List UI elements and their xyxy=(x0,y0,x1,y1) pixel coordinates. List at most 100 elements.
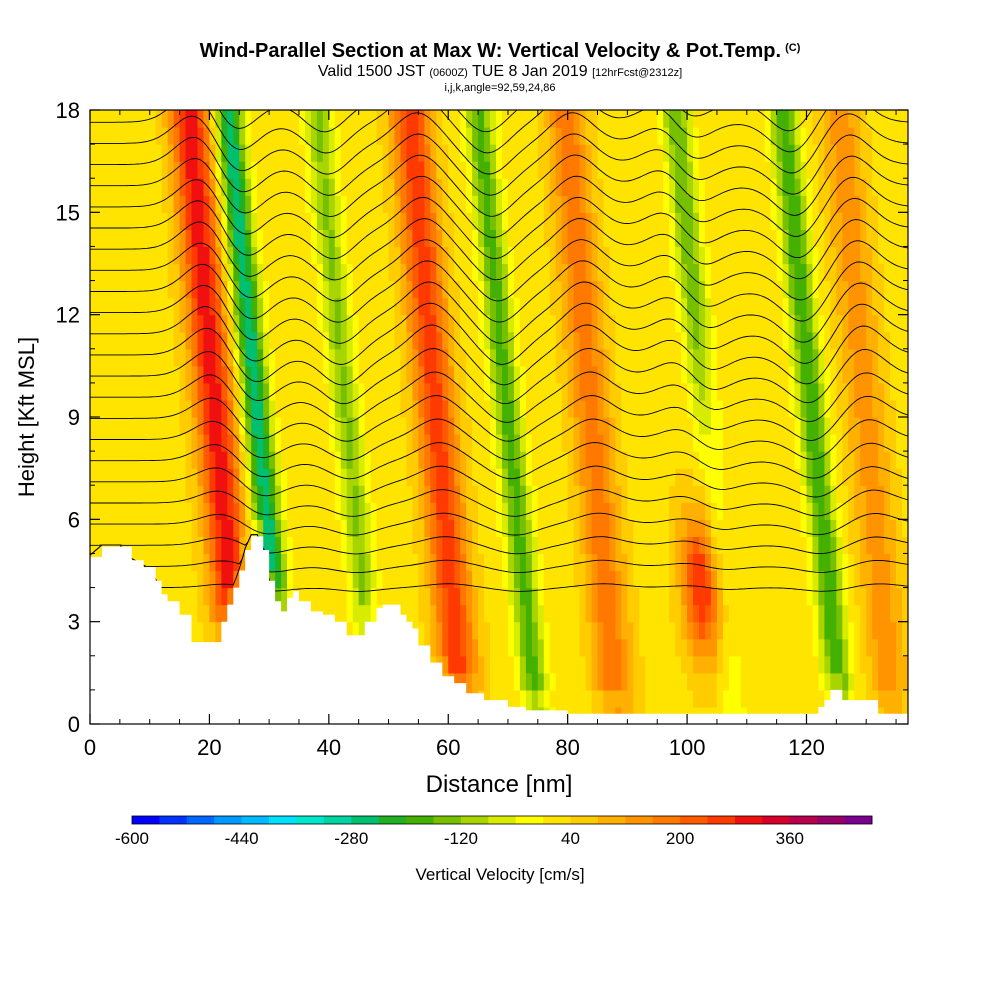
field-cell xyxy=(114,144,121,162)
field-cell xyxy=(753,622,760,640)
field-cell xyxy=(430,110,437,128)
field-cell xyxy=(305,264,312,282)
field-cell xyxy=(896,212,903,230)
field-cell xyxy=(335,502,342,520)
field-cell xyxy=(472,536,479,554)
field-cell xyxy=(526,673,533,691)
field-cell xyxy=(395,571,402,589)
field-cell xyxy=(711,451,718,469)
field-cell xyxy=(245,485,252,503)
field-cell xyxy=(371,161,378,179)
field-cell xyxy=(723,195,730,213)
field-cell xyxy=(353,127,360,145)
field-cell xyxy=(818,656,825,674)
field-cell xyxy=(478,315,485,333)
field-cell xyxy=(293,366,300,384)
field-cell xyxy=(789,298,796,316)
field-cell xyxy=(496,673,503,691)
field-cell xyxy=(442,605,449,623)
field-cell xyxy=(102,229,109,247)
field-cell xyxy=(239,178,246,196)
field-cell xyxy=(192,110,199,128)
field-cell xyxy=(442,622,449,640)
field-cell xyxy=(544,485,551,503)
field-cell xyxy=(896,519,903,537)
field-cell xyxy=(430,485,437,503)
field-cell xyxy=(263,195,270,213)
field-cell xyxy=(221,485,228,503)
field-cell xyxy=(532,366,539,384)
field-cell xyxy=(245,366,252,384)
field-cell xyxy=(818,690,825,708)
field-cell xyxy=(878,622,885,640)
field-cell xyxy=(741,298,748,316)
field-cell xyxy=(669,536,676,554)
field-cell xyxy=(460,212,467,230)
field-cell xyxy=(120,110,127,128)
field-cell xyxy=(753,605,760,623)
field-cell xyxy=(729,605,736,623)
field-cell xyxy=(687,690,694,708)
field-cell xyxy=(377,502,384,520)
field-cell xyxy=(156,400,163,418)
field-cell xyxy=(359,553,366,571)
field-cell xyxy=(550,127,557,145)
field-cell xyxy=(615,161,622,179)
field-cell xyxy=(460,229,467,247)
field-cell xyxy=(108,195,115,213)
field-cell xyxy=(245,315,252,333)
field-cell xyxy=(490,639,497,657)
field-cell xyxy=(215,417,222,435)
field-cell xyxy=(645,298,652,316)
field-cell xyxy=(639,127,646,145)
field-cell xyxy=(203,417,210,435)
field-cell xyxy=(848,417,855,435)
field-cell xyxy=(878,417,885,435)
field-cell xyxy=(717,690,724,708)
field-cell xyxy=(496,281,503,299)
field-cell xyxy=(872,673,879,691)
field-cell xyxy=(633,622,640,640)
field-cell xyxy=(723,110,730,128)
field-cell xyxy=(502,553,509,571)
field-cell xyxy=(603,400,610,418)
field-cell xyxy=(400,315,407,333)
field-cell xyxy=(854,451,861,469)
field-cell xyxy=(783,383,790,401)
field-cell xyxy=(400,161,407,179)
field-cell xyxy=(848,571,855,589)
field-cell xyxy=(735,127,742,145)
field-cell xyxy=(669,315,676,333)
field-cell xyxy=(627,400,634,418)
field-cell xyxy=(215,315,222,333)
field-cell xyxy=(568,690,575,708)
field-cell xyxy=(496,110,503,128)
field-cell xyxy=(424,502,431,520)
field-cell xyxy=(126,417,133,435)
field-cell xyxy=(323,417,330,435)
field-cell xyxy=(305,110,312,128)
field-cell xyxy=(872,571,879,589)
field-cell xyxy=(454,383,461,401)
field-cell xyxy=(574,400,581,418)
field-cell xyxy=(663,690,670,708)
field-cell xyxy=(568,673,575,691)
field-cell xyxy=(180,127,187,145)
field-cell xyxy=(783,519,790,537)
field-cell xyxy=(299,451,306,469)
field-cell xyxy=(645,553,652,571)
field-cell xyxy=(544,451,551,469)
field-cell xyxy=(454,229,461,247)
field-cell xyxy=(132,332,139,350)
field-cell xyxy=(168,519,175,537)
field-cell xyxy=(890,366,897,384)
field-cell xyxy=(180,383,187,401)
field-cell xyxy=(502,622,509,640)
field-cell xyxy=(490,536,497,554)
field-cell xyxy=(586,468,593,486)
field-cell xyxy=(257,400,264,418)
field-cell xyxy=(412,451,419,469)
field-cell xyxy=(645,502,652,520)
field-cell xyxy=(389,178,396,196)
field-cell xyxy=(699,588,706,606)
